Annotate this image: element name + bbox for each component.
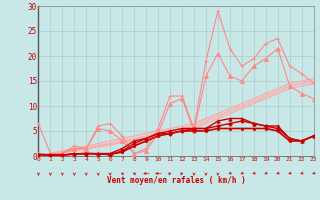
X-axis label: Vent moyen/en rafales ( km/h ): Vent moyen/en rafales ( km/h ) — [107, 176, 245, 185]
